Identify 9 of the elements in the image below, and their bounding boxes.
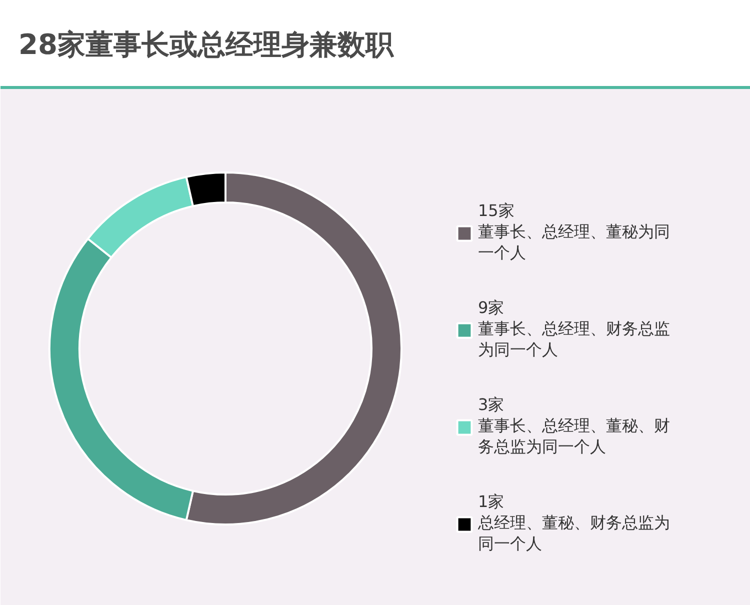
legend-label: 总经理、董秘、财务总监为同一个人	[478, 513, 670, 553]
data-label: 15家	[478, 201, 514, 220]
chart-title: 28家董事长或总经理身兼数职	[18, 28, 394, 61]
data-label: 9家	[478, 298, 504, 317]
legend-label: 董事长、总经理、财务总监为同一个人	[478, 319, 670, 359]
data-label: 3家	[478, 395, 504, 414]
legend-label: 董事长、总经理、董秘、财务总监为同一个人	[478, 416, 670, 456]
data-label: 1家	[478, 492, 504, 511]
legend-label: 董事长、总经理、董秘为同一个人	[478, 222, 670, 262]
